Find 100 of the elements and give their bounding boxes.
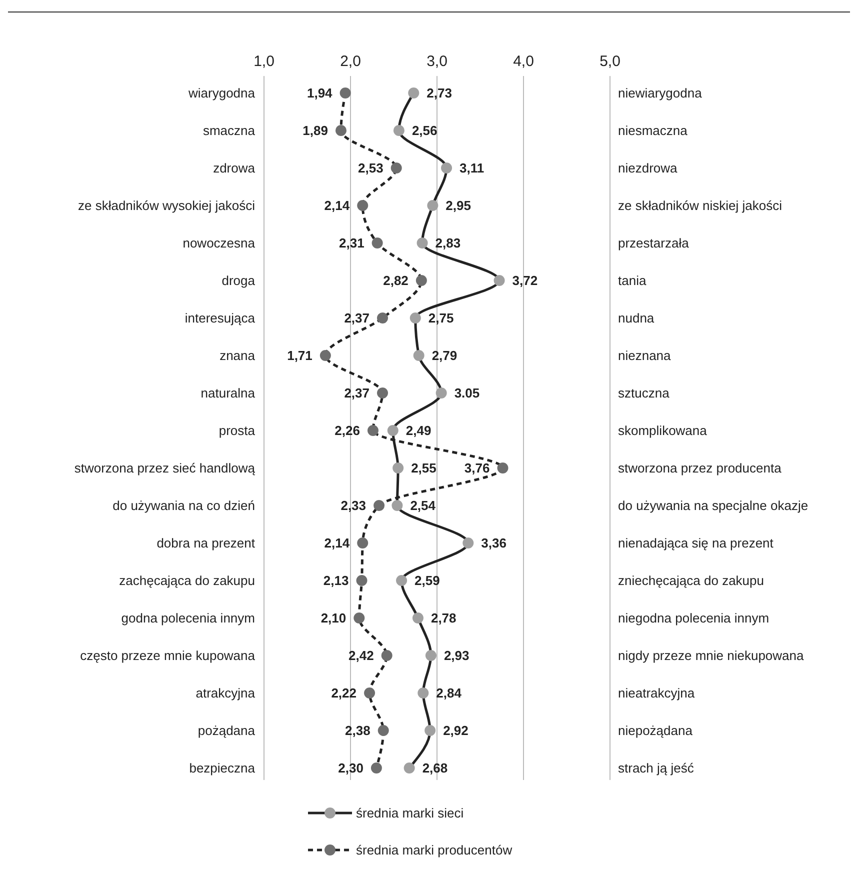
data-label: 3,76 bbox=[464, 460, 490, 476]
data-label: 2,59 bbox=[414, 573, 440, 588]
y-tick-label: atrakcyjna bbox=[196, 686, 256, 701]
y2-tick-label: ze składników niskiej jakości bbox=[618, 198, 782, 214]
point bbox=[372, 238, 383, 248]
y-tick-label: droga bbox=[222, 273, 256, 288]
data-label: 2,56 bbox=[412, 123, 438, 138]
point bbox=[408, 88, 420, 98]
y-tick-label: smaczna bbox=[202, 123, 256, 138]
data-label: 2,84 bbox=[436, 686, 462, 701]
y2-tick-label: niewiarygodna bbox=[618, 86, 703, 101]
x-tick-label: 2,0 bbox=[340, 53, 361, 70]
y-tick-label: bezpieczna bbox=[189, 760, 256, 776]
data-label: 2,37 bbox=[344, 310, 370, 326]
point bbox=[441, 162, 452, 174]
data-label: 2,26 bbox=[334, 423, 360, 438]
point bbox=[396, 575, 408, 586]
y2-tick-label: do używania na specjalne okazje bbox=[618, 498, 808, 514]
data-label: 3.05 bbox=[454, 386, 480, 401]
point bbox=[367, 425, 378, 436]
point bbox=[357, 538, 368, 548]
y2-tick-label: sztuczna bbox=[618, 386, 670, 401]
y2-tick-label: nieznana bbox=[618, 348, 672, 364]
point bbox=[412, 612, 424, 624]
data-label: 2,78 bbox=[430, 610, 456, 626]
data-label: 3,36 bbox=[481, 536, 506, 551]
data-label: 2,37 bbox=[344, 386, 370, 401]
data-label: 2,82 bbox=[383, 273, 408, 288]
y2-tick-label: niesmaczna bbox=[618, 123, 688, 138]
x-tick-label: 5,0 bbox=[600, 53, 620, 70]
data-label: 2,13 bbox=[323, 573, 349, 588]
point bbox=[497, 462, 508, 474]
point bbox=[416, 275, 427, 286]
y2-tick-label: niezdrowa bbox=[618, 160, 678, 176]
data-label: 2,73 bbox=[426, 86, 452, 101]
data-label: 2,83 bbox=[435, 236, 461, 251]
data-label: 2,31 bbox=[339, 236, 364, 251]
point bbox=[392, 500, 403, 511]
point bbox=[378, 725, 389, 736]
data-label: 2,95 bbox=[446, 198, 471, 214]
data-label: 2,14 bbox=[324, 198, 350, 214]
x-tick-label: 1,0 bbox=[254, 53, 274, 70]
y2-tick-label: nieatrakcyjna bbox=[618, 686, 696, 701]
point bbox=[410, 312, 421, 324]
point bbox=[381, 650, 392, 661]
y2-tick-label: nigdy przeze mnie niekupowana bbox=[618, 648, 804, 664]
data-label: 2,55 bbox=[411, 460, 436, 476]
data-label: 3,72 bbox=[512, 273, 538, 288]
data-label: 2,68 bbox=[422, 760, 448, 776]
data-label: 2,30 bbox=[338, 760, 364, 776]
data-label: 2,93 bbox=[444, 648, 470, 664]
x-tick-label: 3,0 bbox=[426, 53, 448, 70]
point bbox=[436, 388, 447, 398]
data-label: 2,75 bbox=[428, 310, 454, 326]
data-label: 2,79 bbox=[432, 348, 458, 364]
data-label: 1,71 bbox=[287, 348, 312, 364]
y2-tick-label: stworzona przez producenta bbox=[618, 460, 782, 476]
point bbox=[364, 688, 376, 698]
y-tick-label: często przeze mnie kupowana bbox=[80, 648, 256, 664]
y2-tick-label: skomplikowana bbox=[618, 423, 708, 438]
y-tick-label: prosta bbox=[218, 423, 256, 438]
y2-tick-label: strach ją jeść bbox=[618, 760, 694, 776]
point bbox=[387, 425, 398, 436]
point bbox=[356, 575, 368, 586]
point bbox=[424, 725, 436, 736]
y2-tick-label: zniechęcająca do zakupu bbox=[618, 573, 764, 588]
y-tick-label: naturalna bbox=[200, 386, 256, 401]
y2-tick-label: nienadająca się na prezent bbox=[618, 536, 774, 551]
data-label: 2,38 bbox=[345, 723, 370, 738]
point bbox=[416, 238, 428, 248]
data-label: 1,89 bbox=[302, 123, 328, 138]
point bbox=[404, 762, 415, 774]
y-tick-label: nowoczesna bbox=[182, 236, 256, 251]
point bbox=[462, 538, 474, 548]
y-tick-label: znana bbox=[220, 348, 256, 364]
data-label: 2,54 bbox=[410, 498, 436, 514]
point bbox=[357, 200, 368, 211]
y-tick-label: do używania na co dzień bbox=[112, 498, 255, 514]
point bbox=[377, 312, 388, 324]
point bbox=[427, 200, 438, 211]
y-tick-label: stworzona przez sieć handlową bbox=[74, 460, 256, 476]
point bbox=[320, 350, 331, 361]
point bbox=[494, 275, 505, 286]
y2-tick-label: niegodna polecenia innym bbox=[618, 610, 770, 626]
y2-tick-label: niepożądana bbox=[618, 723, 694, 738]
data-label: 2,10 bbox=[320, 610, 346, 626]
point bbox=[413, 350, 424, 361]
data-label: 2,49 bbox=[406, 423, 432, 438]
point bbox=[377, 388, 388, 398]
point bbox=[392, 462, 404, 474]
point bbox=[374, 500, 385, 511]
data-label: 2,53 bbox=[358, 160, 384, 176]
data-label: 2,22 bbox=[331, 686, 357, 701]
y-tick-label: pożądana bbox=[198, 723, 256, 738]
y-tick-label: wiarygodna bbox=[188, 86, 256, 101]
y-tick-label: ze składników wysokiej jakości bbox=[78, 198, 256, 214]
y-tick-label: zachęcająca do zakupu bbox=[119, 573, 255, 588]
y-tick-label: zdrowa bbox=[213, 160, 256, 176]
point bbox=[340, 88, 351, 98]
y2-tick-label: przestarzała bbox=[618, 236, 690, 251]
